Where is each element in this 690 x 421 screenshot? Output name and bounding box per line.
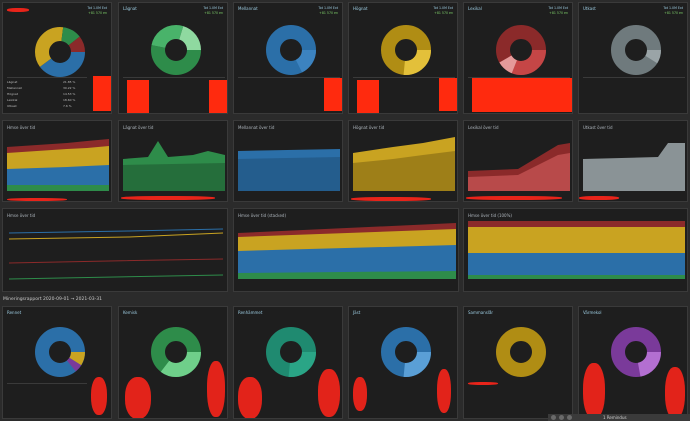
card-stat: Tot 1.0M Ext	[318, 6, 338, 10]
stacked-area-chart	[238, 223, 456, 279]
donut-chart	[381, 25, 431, 75]
card-title: Mellannat	[238, 6, 258, 11]
legend-value: 21.85 %	[63, 80, 76, 84]
area-chart	[123, 141, 225, 191]
mid-chart-6: Utkast över tid	[578, 120, 688, 202]
chart-title: Lexikal över tid	[468, 125, 499, 130]
mid-chart-1: Hmse över tid	[2, 120, 112, 202]
donut-chart	[496, 25, 546, 75]
chart-title: Hmse över tid	[7, 125, 36, 130]
card-title: Rennet	[7, 310, 22, 315]
donut-chart	[35, 27, 85, 77]
card-stat: Tot 1.0M Ext	[548, 6, 568, 10]
card-stat-delta: +81 570 en	[319, 11, 338, 15]
chart-title: Mellannat över tid	[238, 125, 275, 130]
card-stat-delta: +81 570 en	[88, 11, 107, 15]
redaction-box	[93, 76, 111, 111]
card-stat: Tot 1.0M Ext	[663, 6, 683, 10]
status-dot-icon[interactable]	[551, 415, 556, 420]
chart-title: Hmse över tid (stacked)	[238, 213, 286, 218]
redaction-box	[439, 78, 457, 111]
line-chart	[9, 228, 223, 280]
mid-chart-3: Mellannat över tid	[233, 120, 343, 202]
redaction-box	[472, 78, 572, 112]
legend-item: Högnat	[7, 92, 18, 96]
bottom-card-2: Kemisk	[118, 306, 228, 419]
donut-chart	[151, 327, 201, 377]
wide-chart-1: Hmse över tid	[2, 208, 228, 292]
chart-title: Lägnat över tid	[123, 125, 154, 130]
bottom-card-1: Rennet	[2, 306, 112, 419]
redaction-box	[357, 80, 379, 113]
top-card-5: Lexikal Tot 1.0M Ext +81 570 en	[463, 2, 573, 114]
redaction-box	[324, 78, 342, 111]
mid-chart-4: Högnat över tid	[348, 120, 458, 202]
status-dot-icon[interactable]	[567, 415, 572, 420]
chart-title: Högnat över tid	[353, 125, 385, 130]
percent-area-chart	[468, 221, 685, 279]
legend-item: Lexikal	[7, 98, 18, 102]
card-title: Jäst	[353, 310, 361, 315]
legend-item: Utkast	[7, 104, 17, 108]
status-dot-icon[interactable]	[559, 415, 564, 420]
donut-chart	[496, 327, 546, 377]
donut-chart	[35, 327, 85, 377]
top-card-4: Högnat Tot 1.0M Ext +81 570 en	[348, 2, 458, 114]
card-stat-delta: +81 570 en	[434, 11, 453, 15]
legend-value: 14.53 %	[63, 92, 76, 96]
card-stat-delta: +81 570 en	[204, 11, 223, 15]
bottom-card-3: Renhämmet	[233, 306, 343, 419]
top-card-2: Lägnat Tot 1.0M Ext +81 570 en	[118, 2, 228, 114]
legend-value: 18.60 %	[63, 98, 76, 102]
card-stat: Tot 1.0M Ext	[203, 6, 223, 10]
wide-chart-3: Hmse över tid (100%)	[463, 208, 688, 292]
area-chart	[238, 149, 340, 191]
card-title: Lexikal	[468, 6, 482, 11]
top-card-6: Utkast Tot 1.0M Ext +81 570 en	[578, 2, 688, 114]
card-stat: Tot 1.0M Ext	[433, 6, 453, 10]
section-label: Mineringsrapport 2020-09-01 → 2021-03-31	[3, 297, 102, 302]
bottom-card-4: Jäst	[348, 306, 458, 419]
chart-title: Utkast över tid	[583, 125, 613, 130]
area-chart	[468, 143, 570, 191]
donut-chart	[266, 25, 316, 75]
redaction-box	[209, 80, 227, 113]
donut-chart	[381, 327, 431, 377]
donut-chart	[266, 327, 316, 377]
chart-title: Hmse över tid	[7, 213, 36, 218]
legend-item: Mellannat	[7, 86, 22, 90]
chart-title: Hmse över tid (100%)	[468, 213, 512, 218]
card-title: Utkast	[583, 6, 596, 11]
mid-chart-2: Lägnat över tid	[118, 120, 228, 202]
area-chart	[7, 139, 109, 191]
card-title: Kemisk	[123, 310, 138, 315]
card-title: Värmekol	[583, 310, 602, 315]
card-stat-delta: +81 570 en	[664, 11, 683, 15]
card-stat: Tot 1.0M Ext	[87, 6, 107, 10]
redaction-box	[127, 80, 149, 113]
legend-value: 30.22 %	[63, 86, 76, 90]
donut-chart	[611, 327, 661, 377]
wide-chart-2: Hmse över tid (stacked)	[233, 208, 459, 292]
status-bar: 1 Remindus	[548, 414, 690, 421]
area-chart	[353, 137, 455, 191]
card-title: Sammanslår	[468, 310, 494, 315]
status-label: 1 Remindus	[603, 415, 627, 420]
mid-chart-5: Lexikal över tid	[463, 120, 573, 202]
top-card-1: Tot 1.0M Ext +81 570 en Lägnat Mellannat…	[2, 2, 112, 114]
legend-value: 7.6 %	[63, 104, 72, 108]
area-chart	[583, 143, 685, 191]
bottom-card-6: Värmekol	[578, 306, 688, 419]
card-title: Renhämmet	[238, 310, 263, 315]
card-title: Högnat	[353, 6, 368, 11]
card-stat-delta: +81 570 en	[549, 11, 568, 15]
donut-chart	[611, 25, 661, 75]
legend-item: Lägnat	[7, 80, 18, 84]
donut-chart	[151, 25, 201, 75]
card-title: Lägnat	[123, 6, 137, 11]
bottom-card-5: Sammanslår	[463, 306, 573, 419]
top-card-3: Mellannat Tot 1.0M Ext +81 570 en	[233, 2, 343, 114]
